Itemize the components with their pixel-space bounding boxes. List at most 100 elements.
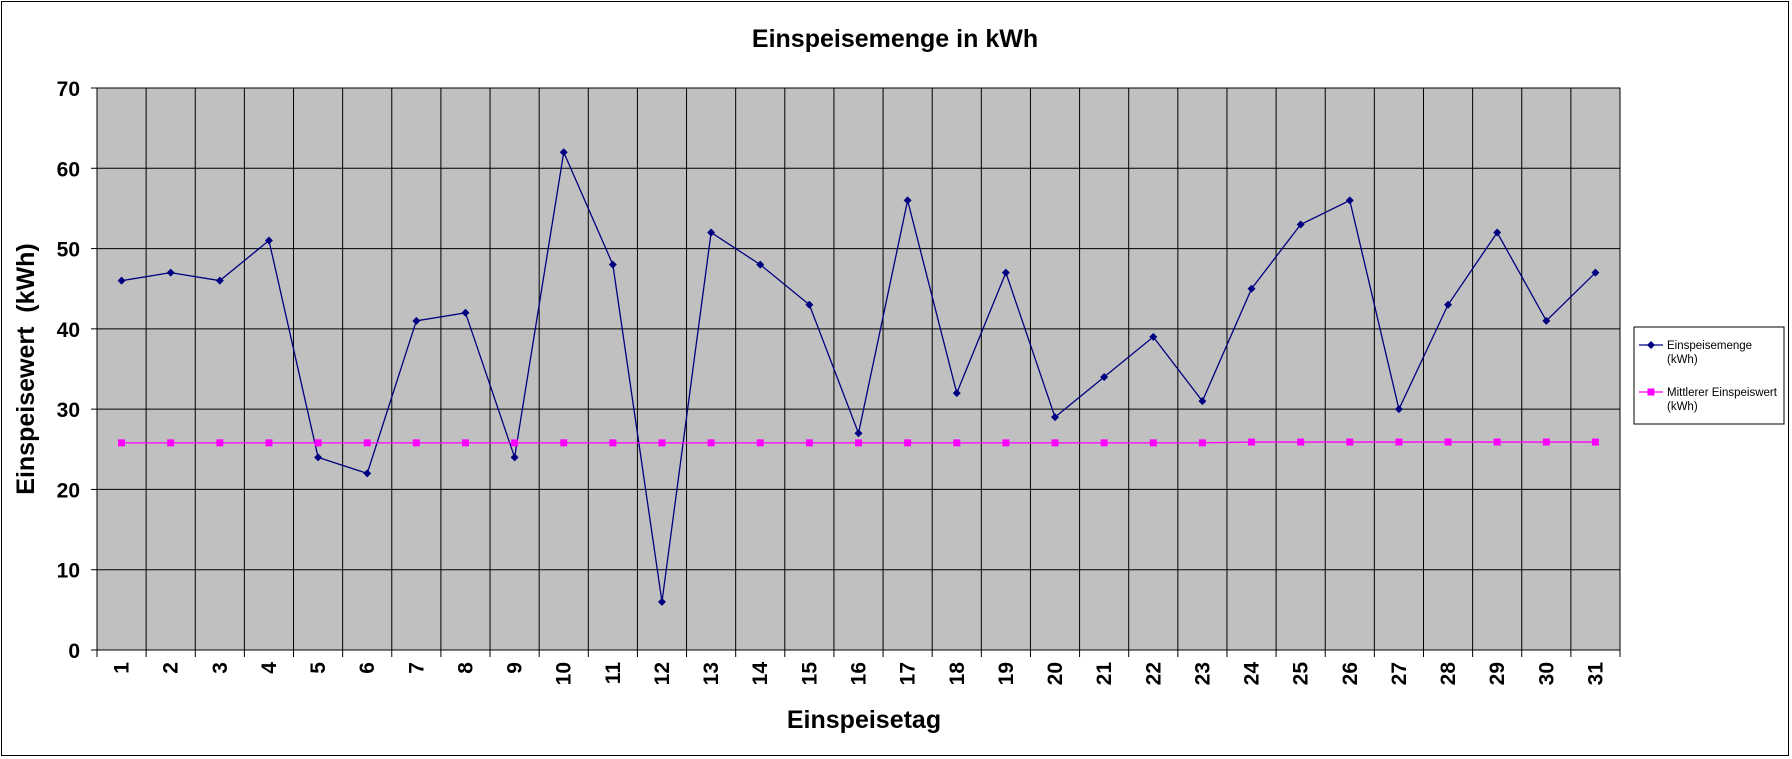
series-point <box>903 196 912 205</box>
series-point <box>953 439 961 447</box>
x-tick-label: 10 <box>553 662 576 685</box>
legend-label: Mittlerer Einspeiswert <box>1667 387 1778 399</box>
series-point <box>657 597 666 606</box>
x-tick-label: 7 <box>405 662 428 674</box>
series-point <box>1100 373 1109 382</box>
x-axis-label: Einspeisetag <box>787 706 941 734</box>
series-point <box>609 439 617 447</box>
series-point <box>117 276 126 285</box>
series-layer <box>117 148 1600 606</box>
series-point <box>1542 316 1551 325</box>
x-tick-label: 11 <box>602 662 625 685</box>
series-point <box>608 260 617 269</box>
x-tick-label: 21 <box>1093 662 1116 686</box>
series-point <box>511 439 519 447</box>
y-axis-label: Einspeisewert (kWh) <box>12 243 40 494</box>
series-point <box>559 148 568 157</box>
x-tick-label: 14 <box>749 662 772 686</box>
legend-label: (kWh) <box>1667 354 1698 366</box>
series-point <box>118 439 126 447</box>
x-tick-label: 13 <box>700 662 723 685</box>
y-tick-label: 70 <box>57 78 80 101</box>
series-point <box>1198 397 1207 406</box>
series-point <box>1444 438 1452 446</box>
x-tick-label: 9 <box>504 662 527 674</box>
x-tick-label: 20 <box>1044 662 1067 685</box>
series-point <box>1345 196 1354 205</box>
series-point <box>1198 439 1206 447</box>
series-point <box>314 453 323 462</box>
y-tick-label: 0 <box>68 640 80 663</box>
gridlines <box>97 88 1620 650</box>
y-tick-label: 40 <box>57 319 80 342</box>
series-point <box>904 439 912 447</box>
y-tick-label: 50 <box>57 239 80 262</box>
x-tick-label: 4 <box>258 662 281 674</box>
series-point <box>756 439 764 447</box>
series-point <box>855 439 862 447</box>
legend-marker <box>1647 341 1655 349</box>
series-point <box>1051 439 1059 447</box>
series-point <box>1149 332 1158 341</box>
series-point <box>461 308 470 317</box>
x-tick-label: 6 <box>356 662 379 674</box>
series-point <box>1247 284 1256 293</box>
x-tick-label: 15 <box>798 662 821 686</box>
x-tick-label: 28 <box>1437 662 1460 686</box>
x-tick-label: 8 <box>454 662 477 674</box>
x-tick-label: 1 <box>111 662 134 674</box>
x-tick-label: 16 <box>848 662 871 685</box>
series-point <box>1297 438 1305 446</box>
series-point <box>314 439 322 447</box>
series-point <box>1493 438 1501 446</box>
x-tick-label: 18 <box>946 662 969 686</box>
legend-marker <box>1647 388 1655 396</box>
y-tick-label: 20 <box>57 479 80 502</box>
series-point <box>363 439 371 447</box>
legend-box <box>1633 326 1785 425</box>
series-point <box>215 276 224 285</box>
x-tick-label: 29 <box>1486 662 1509 685</box>
series-point <box>658 439 666 447</box>
series-point <box>216 439 224 447</box>
x-tick-label: 26 <box>1339 662 1362 685</box>
x-tick-label: 22 <box>1142 662 1165 685</box>
series-point <box>1395 438 1403 446</box>
x-tick-label: 25 <box>1290 662 1313 686</box>
y-axis-ticks: 0 10 20 30 40 50 60 70 <box>57 78 97 663</box>
x-tick-label: 30 <box>1535 662 1558 685</box>
x-tick-label: 3 <box>209 662 232 674</box>
series-point <box>1591 268 1600 277</box>
series-point <box>805 439 813 447</box>
x-tick-label: 17 <box>897 662 920 685</box>
series-point <box>1051 413 1060 422</box>
series-point <box>412 439 420 447</box>
series-point <box>461 439 469 447</box>
legend-label: Einspeisemenge <box>1667 340 1752 352</box>
series-point <box>1296 220 1305 229</box>
x-tick-label: 2 <box>160 662 183 674</box>
series-point <box>1493 228 1502 237</box>
series-point <box>1002 439 1010 447</box>
series-point <box>1001 268 1010 277</box>
series-point <box>1346 438 1354 446</box>
x-tick-label: 19 <box>995 662 1018 685</box>
series-point <box>756 260 765 269</box>
legend: Einspeisemenge (kWh) Mittlerer Einspeiswer… <box>1633 326 1785 425</box>
x-tick-label: 23 <box>1191 662 1214 685</box>
x-axis-ticks: 1 2 3 4 5 6 7 8 9 10 11 12 13 14 15 16 17 18 19 20 21 22 23 24 2… <box>96 650 1621 686</box>
series-point <box>412 316 421 325</box>
y-tick-label: 10 <box>57 560 80 583</box>
series-point <box>854 429 863 438</box>
chart-title: Einspeisemenge in kWh <box>752 25 1038 53</box>
series-point <box>1444 300 1453 309</box>
series-point <box>707 228 716 237</box>
series-point <box>805 300 814 309</box>
legend-label: (kWh) <box>1667 401 1698 413</box>
x-tick-label: 5 <box>307 662 330 674</box>
series-point <box>510 453 519 462</box>
series-point <box>1542 438 1550 446</box>
series-point <box>265 439 273 447</box>
x-tick-label: 24 <box>1241 662 1264 686</box>
